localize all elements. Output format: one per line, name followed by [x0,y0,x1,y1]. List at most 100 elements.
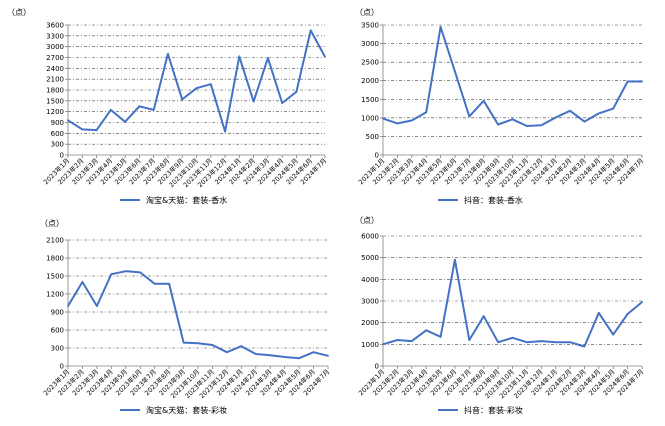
data-point [410,340,413,342]
data-point [95,305,98,307]
y-tick-label: 3000 [361,298,379,306]
data-point [612,333,615,336]
data-point [124,270,127,273]
data-point [209,83,212,86]
data-point [181,98,184,101]
data-point [525,125,528,127]
data-point [468,339,471,341]
data-point [396,339,399,341]
y-tick-label: 2000 [361,77,379,85]
data-point [309,29,312,32]
unit-label: （点） [355,8,379,17]
data-point [195,87,198,90]
y-tick-label: 1000 [361,341,379,349]
unit-label: （点） [40,219,64,228]
y-tick-label: 4000 [361,276,379,284]
y-tick-label: 1800 [46,255,64,263]
data-point [410,119,413,122]
data-point [224,130,226,133]
y-tick-label: 500 [366,133,379,141]
data-point [554,341,557,344]
legend-label: 淘宝&天猫：套装-香水 [146,195,227,205]
y-tick-label: 0 [375,152,379,160]
y-tick-label: 0 [375,363,379,371]
y-tick-label: 6000 [361,233,379,241]
data-point [211,344,214,346]
data-point [283,356,286,358]
data-point [540,340,543,342]
y-tick-label: 1000 [361,114,379,122]
data-point [152,108,155,111]
data-point [626,313,629,315]
data-point [382,117,384,120]
data-point [597,312,600,314]
data-point [110,273,113,276]
data-point [597,112,600,115]
y-tick-label: 1500 [361,96,379,104]
data-point [67,119,69,122]
data-point [612,107,615,110]
data-point [153,282,156,285]
y-tick-label: 2100 [46,76,64,84]
data-point [295,90,298,93]
y-tick-label: 300 [51,141,64,149]
data-point [67,305,69,307]
data-point [468,115,471,118]
data-point [569,341,571,344]
legend: 淘宝&天猫：套装-香水 [120,195,227,205]
data-point [240,345,243,348]
y-tick-label: 300 [51,345,64,353]
data-point [439,25,442,28]
data-point [266,56,269,59]
data-point [425,111,428,114]
y-tick-label: 2000 [361,319,379,327]
data-point [95,129,98,131]
data-point [396,122,399,125]
data-point [139,271,142,274]
legend-label: 淘宝&天猫：套装-彩妆 [146,405,227,415]
data-point [497,341,500,344]
y-tick-label: 1800 [46,87,64,95]
data-point [454,258,456,261]
series-line [67,29,326,133]
y-tick-label: 0 [60,363,64,371]
y-tick-label: 3000 [46,43,64,51]
y-tick-label: 2400 [46,65,64,73]
series-line [67,270,329,360]
chart-panel-3: （点）030060090012001500180021002023年1月2023… [40,219,331,415]
data-point [482,99,485,102]
data-point [540,124,543,127]
y-tick-label: 2100 [46,237,64,245]
data-point [252,100,255,103]
data-point [641,301,643,303]
data-point [583,120,586,123]
series-line [382,25,642,127]
data-point [81,128,84,131]
data-point [124,120,127,123]
y-tick-label: 2700 [46,54,64,62]
data-point [382,343,384,346]
data-point [439,335,442,338]
data-point [626,80,629,83]
chart-panel-2: （点）05001000150020002500300035002023年1月20… [355,8,645,205]
data-point [482,315,485,318]
legend: 淘宝&天猫：套装-彩妆 [120,405,227,415]
legend: 抖音：套装-香水 [438,195,523,205]
y-tick-label: 2500 [361,59,379,67]
data-point [583,345,586,348]
data-point [81,281,84,283]
unit-label: （点） [355,216,379,225]
data-point [312,351,315,354]
data-point [281,102,284,104]
y-tick-label: 900 [51,119,64,127]
data-point [225,351,228,354]
data-point [511,336,514,339]
y-tick-label: 900 [51,309,64,317]
y-tick-label: 600 [51,327,64,335]
y-tick-label: 3500 [361,22,379,30]
data-point [197,342,199,345]
data-point [425,329,428,332]
y-tick-label: 1500 [46,273,64,281]
data-point [525,341,528,344]
